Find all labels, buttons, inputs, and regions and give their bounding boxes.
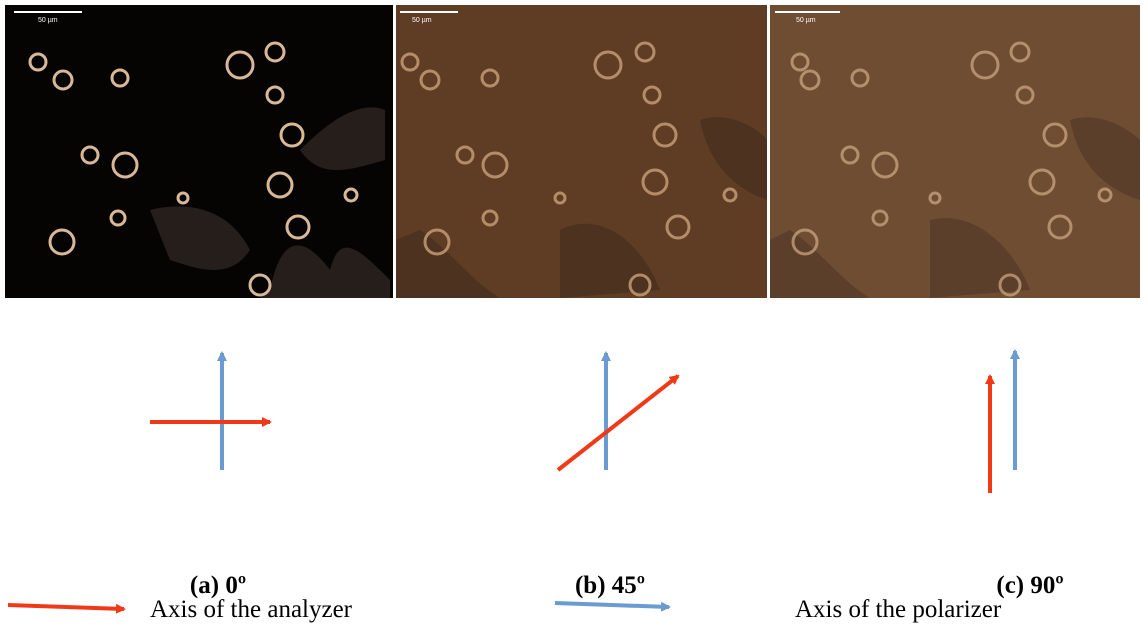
panel-label: (c) 90º [996, 572, 1063, 599]
analyzer-arrow [558, 376, 678, 470]
micrograph-c: 50 µm [770, 5, 1140, 298]
scale-bar-label: 50 µm [412, 17, 432, 24]
legend-analyzer-arrow [8, 605, 124, 609]
scale-bar-label: 50 µm [38, 17, 58, 24]
legend-label: Axis of the analyzer [150, 596, 353, 623]
panel-label: (b) 45º [575, 572, 645, 599]
figure: 50 µm 50 µm 50 µm (a) 0º (b) 4 [0, 0, 1145, 630]
micrograph-b: 50 µm [396, 5, 767, 298]
panel-label: (a) 0º [190, 572, 246, 599]
scale-bar-label: 50 µm [796, 17, 816, 24]
legend-label: Axis of the polarizer [795, 596, 1002, 623]
micrograph-a: 50 µm [5, 5, 393, 298]
legend-polarizer-arrow [555, 603, 669, 607]
